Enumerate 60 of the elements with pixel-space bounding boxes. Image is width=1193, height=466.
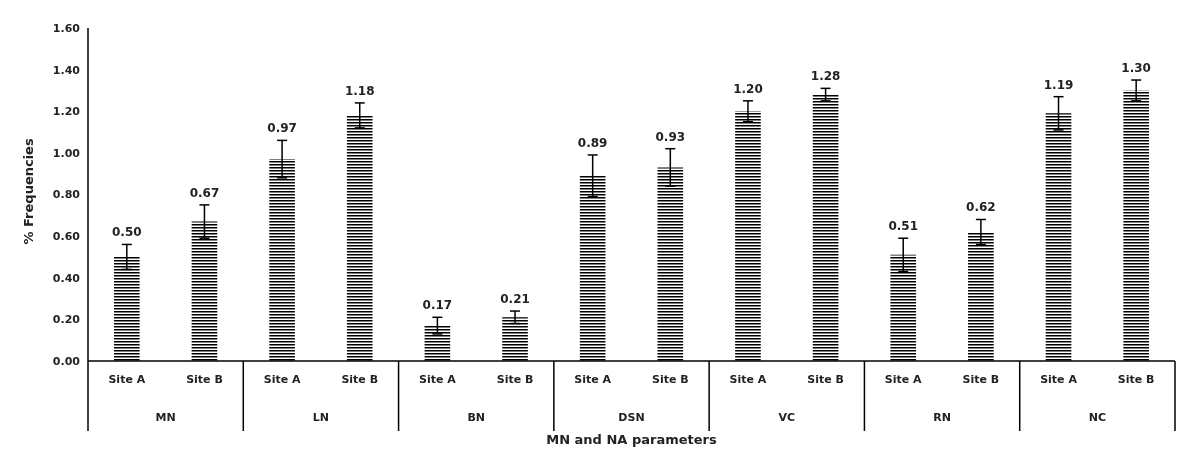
x-tick-label: Site B xyxy=(652,373,689,386)
y-axis-title: % Frequencies xyxy=(20,138,36,245)
bar xyxy=(812,94,839,361)
text: NC xyxy=(1088,411,1106,424)
data-label: 0.51 xyxy=(888,219,919,234)
x-tick-label: Site B xyxy=(341,373,379,386)
bar xyxy=(502,317,528,361)
text: LN xyxy=(312,411,330,424)
data-label: 0.67 xyxy=(189,185,220,200)
y-tick-label: 0.40 xyxy=(52,271,81,285)
x-tick-label: Site A xyxy=(729,373,767,386)
y-tick-label: 1.60 xyxy=(52,21,81,35)
bar xyxy=(657,167,684,361)
bar xyxy=(968,231,994,361)
text: DSN xyxy=(618,411,645,424)
data-label: 0.17 xyxy=(422,298,453,313)
bar xyxy=(269,159,295,361)
x-tick-label: Site B xyxy=(496,373,534,386)
x-tick-label: Site B xyxy=(186,373,223,386)
bar xyxy=(346,115,373,361)
bar xyxy=(191,221,218,361)
text: VC xyxy=(778,411,796,424)
y-tick-label: 0.00 xyxy=(52,354,81,368)
bar xyxy=(735,111,761,361)
data-label: 1.19 xyxy=(1043,77,1074,92)
x-tick-label: Site B xyxy=(962,373,1000,386)
text: BN xyxy=(467,411,486,424)
x-tick-label: Site A xyxy=(263,373,301,386)
bar xyxy=(114,256,140,361)
x-tick-label: Site A xyxy=(108,373,146,386)
text: MN xyxy=(155,411,176,424)
data-label: 0.97 xyxy=(267,121,297,136)
data-label: 1.18 xyxy=(344,83,375,98)
y-tick-label: 0.20 xyxy=(52,313,81,327)
bar xyxy=(1045,113,1072,361)
bar xyxy=(579,175,606,361)
data-label: 0.21 xyxy=(500,292,530,307)
x-axis-title: MN and NA parameters xyxy=(546,432,717,447)
data-label: 0.93 xyxy=(655,129,686,144)
y-tick-label: 0.80 xyxy=(52,188,81,202)
y-tick-label: 0.60 xyxy=(52,230,81,244)
bar xyxy=(890,254,917,361)
x-tick-label: Site B xyxy=(1117,373,1155,386)
text: RN xyxy=(933,411,951,424)
y-tick-label: 1.40 xyxy=(52,63,81,77)
x-tick-label: Site A xyxy=(574,373,612,386)
data-label: 0.50 xyxy=(112,225,142,240)
data-label: 1.28 xyxy=(810,69,841,84)
x-tick-label: Site B xyxy=(807,373,844,386)
y-tick-label: 1.20 xyxy=(52,105,81,119)
x-tick-label: Site A xyxy=(419,373,457,386)
data-label: 0.89 xyxy=(577,135,608,150)
bar xyxy=(424,325,451,361)
data-label: 0.62 xyxy=(966,200,996,215)
y-tick-label: 1.00 xyxy=(52,146,81,160)
x-tick-label: Site A xyxy=(1040,373,1078,386)
data-label: 1.30 xyxy=(1121,61,1151,76)
bar xyxy=(1123,90,1149,361)
x-tick-label: Site A xyxy=(884,373,923,386)
data-label: 1.20 xyxy=(733,81,763,96)
